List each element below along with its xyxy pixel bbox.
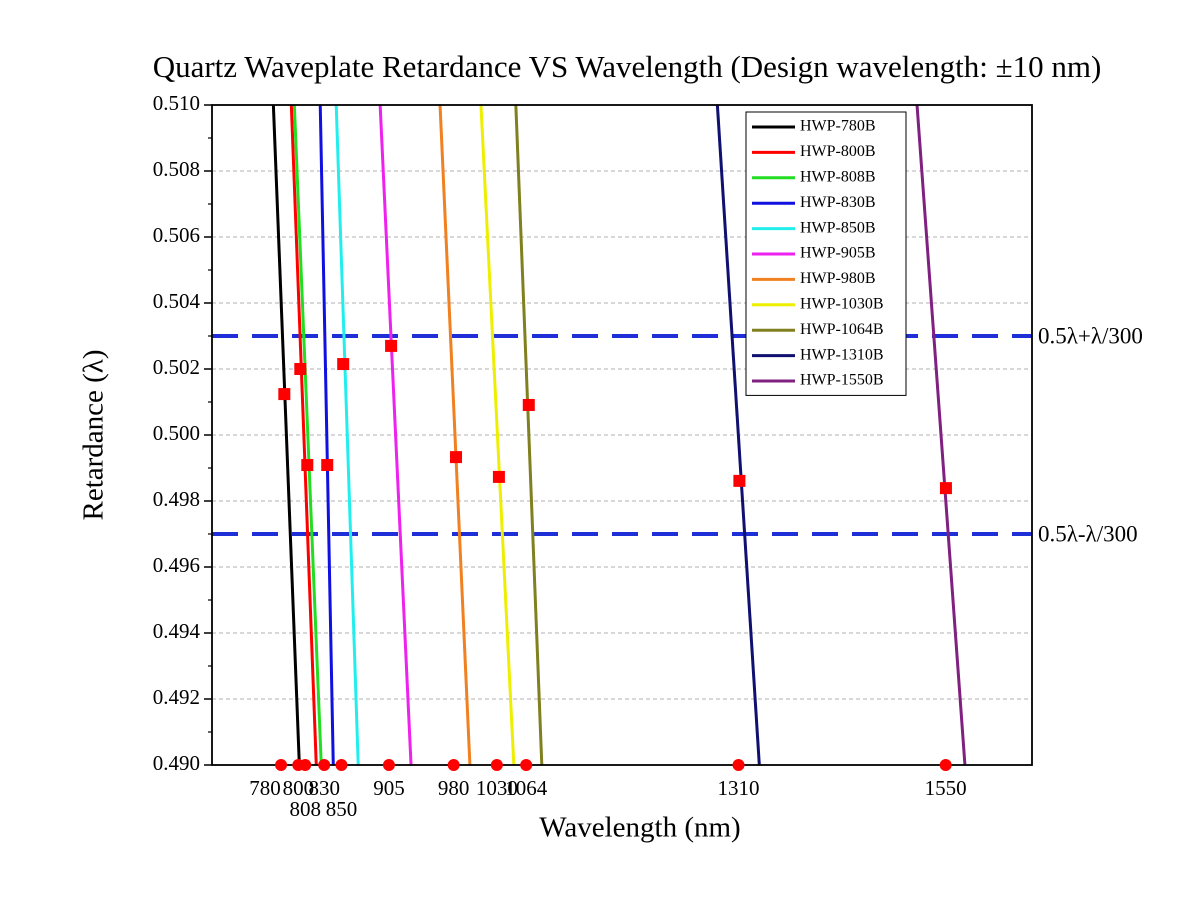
series-line <box>715 105 761 765</box>
series-line <box>514 105 544 765</box>
legend-label: HWP-850B <box>800 219 876 236</box>
reference-label: 0.5λ-λ/300 <box>1038 521 1138 546</box>
legend-label: HWP-1030B <box>800 295 884 312</box>
x-tick-label: 830 <box>308 776 340 800</box>
x-tick-label: 1030 <box>476 776 518 800</box>
y-tick-label: 0.502 <box>153 355 200 379</box>
measured-point <box>321 459 334 472</box>
series-line <box>915 105 967 765</box>
y-tick-label: 0.504 <box>153 289 201 313</box>
legend-label: HWP-1310B <box>800 346 884 363</box>
x-tick-marker <box>382 759 395 771</box>
x-tick-label: 850 <box>326 797 358 821</box>
x-tick-label: 905 <box>373 776 405 800</box>
series-line <box>289 105 318 765</box>
y-tick-label: 0.508 <box>153 157 200 181</box>
measured-point <box>294 363 307 375</box>
series-line <box>292 105 323 765</box>
y-tick-label: 0.490 <box>153 751 200 775</box>
measured-point <box>492 470 505 483</box>
x-tick-marker <box>335 759 348 771</box>
legend-label: HWP-1550B <box>800 372 884 389</box>
x-tick-label: 1310 <box>718 776 760 800</box>
legend-label: HWP-1064B <box>800 321 884 338</box>
y-axis-label: Retardance (λ) <box>78 349 110 520</box>
x-tick-label: 1550 <box>925 776 967 800</box>
x-tick-marker <box>490 759 503 771</box>
y-tick-label: 0.498 <box>153 487 200 511</box>
legend-label: HWP-780B <box>800 118 876 135</box>
series-line <box>318 105 335 765</box>
x-tick-label: 1064 <box>505 776 548 800</box>
x-tick-label: 980 <box>438 776 470 800</box>
x-tick-marker <box>447 759 460 771</box>
legend-label: HWP-905B <box>800 245 876 262</box>
x-tick-marker <box>318 759 331 771</box>
chart-title: Quartz Waveplate Retardance VS Wavelengt… <box>153 49 1102 84</box>
measured-point <box>450 451 463 464</box>
y-tick-label: 0.494 <box>153 619 201 643</box>
y-tick-label: 0.496 <box>153 553 200 577</box>
legend-label: HWP-800B <box>800 143 876 160</box>
reference-label: 0.5λ+λ/300 <box>1038 323 1143 348</box>
x-tick-marker <box>275 759 288 771</box>
measured-point <box>301 459 314 472</box>
series-line <box>271 105 301 765</box>
measured-point <box>733 474 746 487</box>
measured-point <box>522 398 535 411</box>
y-tick-label: 0.500 <box>153 421 200 445</box>
series-line <box>438 105 472 765</box>
x-tick-marker <box>520 759 533 771</box>
series-line <box>378 105 413 765</box>
series-line <box>479 105 516 765</box>
x-tick-label: 800 <box>283 776 315 800</box>
x-tick-marker <box>939 759 952 771</box>
y-tick-label: 0.506 <box>153 223 200 247</box>
x-tick-marker <box>299 759 312 771</box>
x-tick-marker <box>732 759 745 771</box>
legend-label: HWP-980B <box>800 270 876 287</box>
legend-label: HWP-830B <box>800 194 876 211</box>
measured-point <box>337 358 350 371</box>
measured-point <box>385 339 398 352</box>
x-axis-label: Wavelength (nm) <box>539 812 740 844</box>
plot-frame <box>211 104 1033 766</box>
series-line <box>334 105 360 765</box>
y-tick-label: 0.492 <box>153 685 200 709</box>
measured-point <box>278 388 291 401</box>
measured-point <box>939 482 952 495</box>
x-tick-label: 780 <box>249 776 281 800</box>
x-tick-label: 808 <box>289 797 321 821</box>
legend-label: HWP-808B <box>800 168 876 185</box>
y-tick-label: 0.510 <box>153 91 200 115</box>
